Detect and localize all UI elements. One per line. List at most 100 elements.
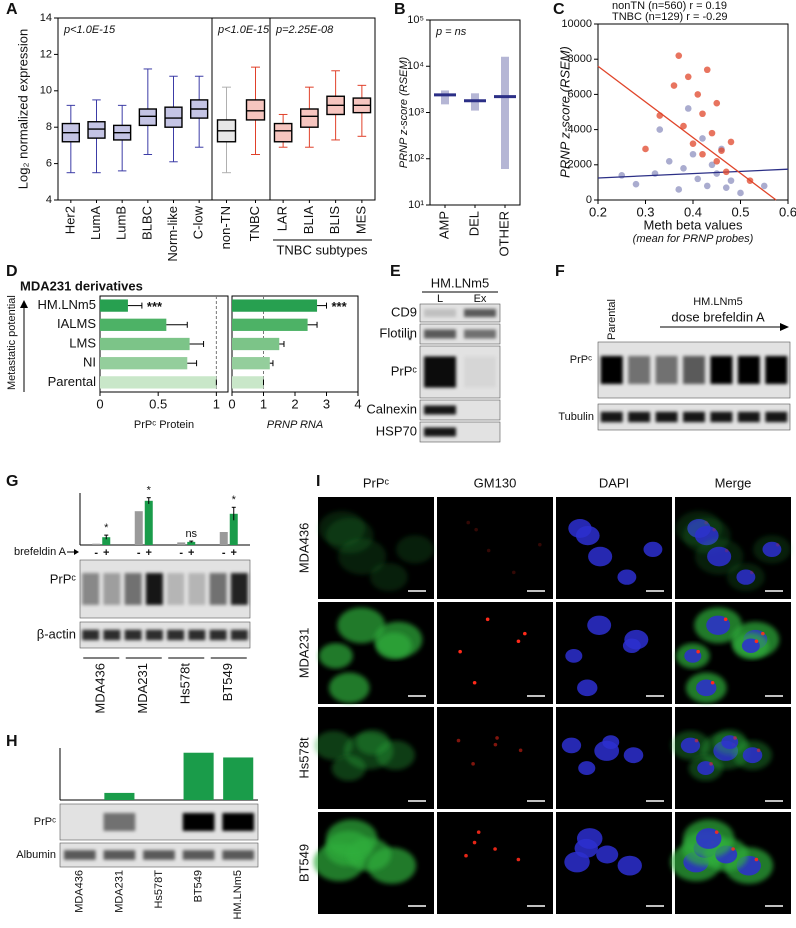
x-tick-label: 2 [291, 396, 298, 411]
blot-band [765, 411, 788, 423]
blot-band [143, 850, 175, 860]
row-label: MDA436 [296, 523, 311, 574]
blot-band [103, 813, 136, 831]
blot-band [82, 573, 100, 605]
nucleus [588, 546, 613, 567]
golgi-dot [456, 738, 461, 743]
x-tick-label: 0.3 [636, 204, 654, 219]
micrograph [675, 602, 791, 704]
blot-row-label: Flotilin [379, 325, 417, 340]
series-name: + [188, 547, 194, 559]
golgi-dot [761, 631, 765, 636]
point [703, 66, 711, 74]
blot-band [737, 411, 760, 423]
series-name: + [231, 547, 237, 559]
point [699, 135, 706, 142]
golgi-dot [754, 639, 759, 644]
micrograph [437, 602, 553, 704]
x-tick-label: 1 [213, 396, 220, 411]
blot-band [145, 573, 163, 605]
blot-band [464, 329, 496, 339]
bar [232, 299, 318, 312]
blot-band [124, 573, 142, 605]
point [703, 182, 711, 190]
blot-row-label: PrPᶜ [34, 816, 56, 828]
x-tick-label: non-TN [218, 206, 233, 249]
significance: * [232, 494, 237, 506]
column-header: DAPI [599, 475, 629, 490]
golgi-dot [733, 736, 737, 740]
blot-band [82, 629, 100, 641]
blot-band [655, 356, 678, 384]
golgi-dot [466, 520, 471, 525]
golgi-dot [776, 542, 780, 547]
micrograph [318, 602, 434, 704]
box [300, 108, 319, 128]
golgi-dot [694, 738, 699, 743]
annotation: p=2.25E-08 [275, 24, 334, 36]
box [87, 121, 106, 139]
point [694, 91, 702, 98]
lane-label: L [437, 293, 443, 305]
golgi-dot [710, 680, 715, 685]
x-tick-label: 4 [354, 396, 361, 411]
blot-strip [419, 399, 501, 421]
golgi-dot [485, 617, 490, 622]
bar [104, 792, 135, 800]
bar [144, 500, 153, 545]
cell-stain [318, 643, 353, 669]
point [699, 110, 706, 118]
point [722, 168, 730, 176]
micrograph [556, 812, 672, 914]
blot-band [63, 850, 96, 860]
blot-strip [419, 323, 501, 345]
point [713, 157, 721, 165]
column-header: GM130 [474, 475, 517, 490]
golgi-dot [493, 742, 498, 747]
blot-row-label: PrPᶜ [570, 354, 592, 366]
nucleus [707, 546, 732, 567]
blot-band [628, 356, 651, 384]
blot-band [103, 629, 121, 641]
micrograph-frame [437, 497, 553, 599]
panel-letter: D [6, 263, 18, 280]
cell-stain [355, 729, 390, 755]
box [164, 106, 183, 128]
point [699, 150, 706, 158]
significance: * [147, 485, 152, 497]
y-tick-label: 10² [408, 153, 424, 165]
blot-band [683, 356, 705, 384]
cell-stain [370, 562, 408, 592]
blot-band [182, 850, 215, 860]
nucleus [578, 761, 596, 776]
point [694, 175, 702, 183]
category-label: BT549 [220, 663, 235, 701]
golgi-dot [495, 736, 499, 740]
category-label: MDA231 [135, 663, 150, 714]
blot-band [710, 411, 733, 423]
trend-line [597, 65, 777, 201]
blot-band [188, 573, 206, 605]
cell-stain [338, 538, 387, 575]
point [689, 140, 697, 147]
blot-band [209, 573, 227, 605]
point [618, 172, 626, 179]
y-tick-label: 6 [46, 158, 52, 170]
blot-strip [419, 421, 501, 443]
blot-band [600, 411, 623, 423]
y-tick-label: 10 [40, 85, 52, 97]
blot-band [464, 356, 496, 388]
golgi-dot [731, 847, 735, 851]
panel-letter: C [553, 1, 565, 18]
blot-row-label: CD9 [391, 304, 417, 319]
y-tick-label: 4 [46, 194, 52, 206]
y-tick-label: 4000 [568, 124, 592, 136]
nucleus [576, 828, 603, 849]
point [680, 165, 687, 172]
point [684, 73, 692, 81]
bar [232, 318, 308, 331]
blot-band [628, 411, 651, 423]
golgi-dot [723, 617, 728, 622]
golgi-dot [458, 649, 462, 654]
nucleus [706, 615, 731, 635]
